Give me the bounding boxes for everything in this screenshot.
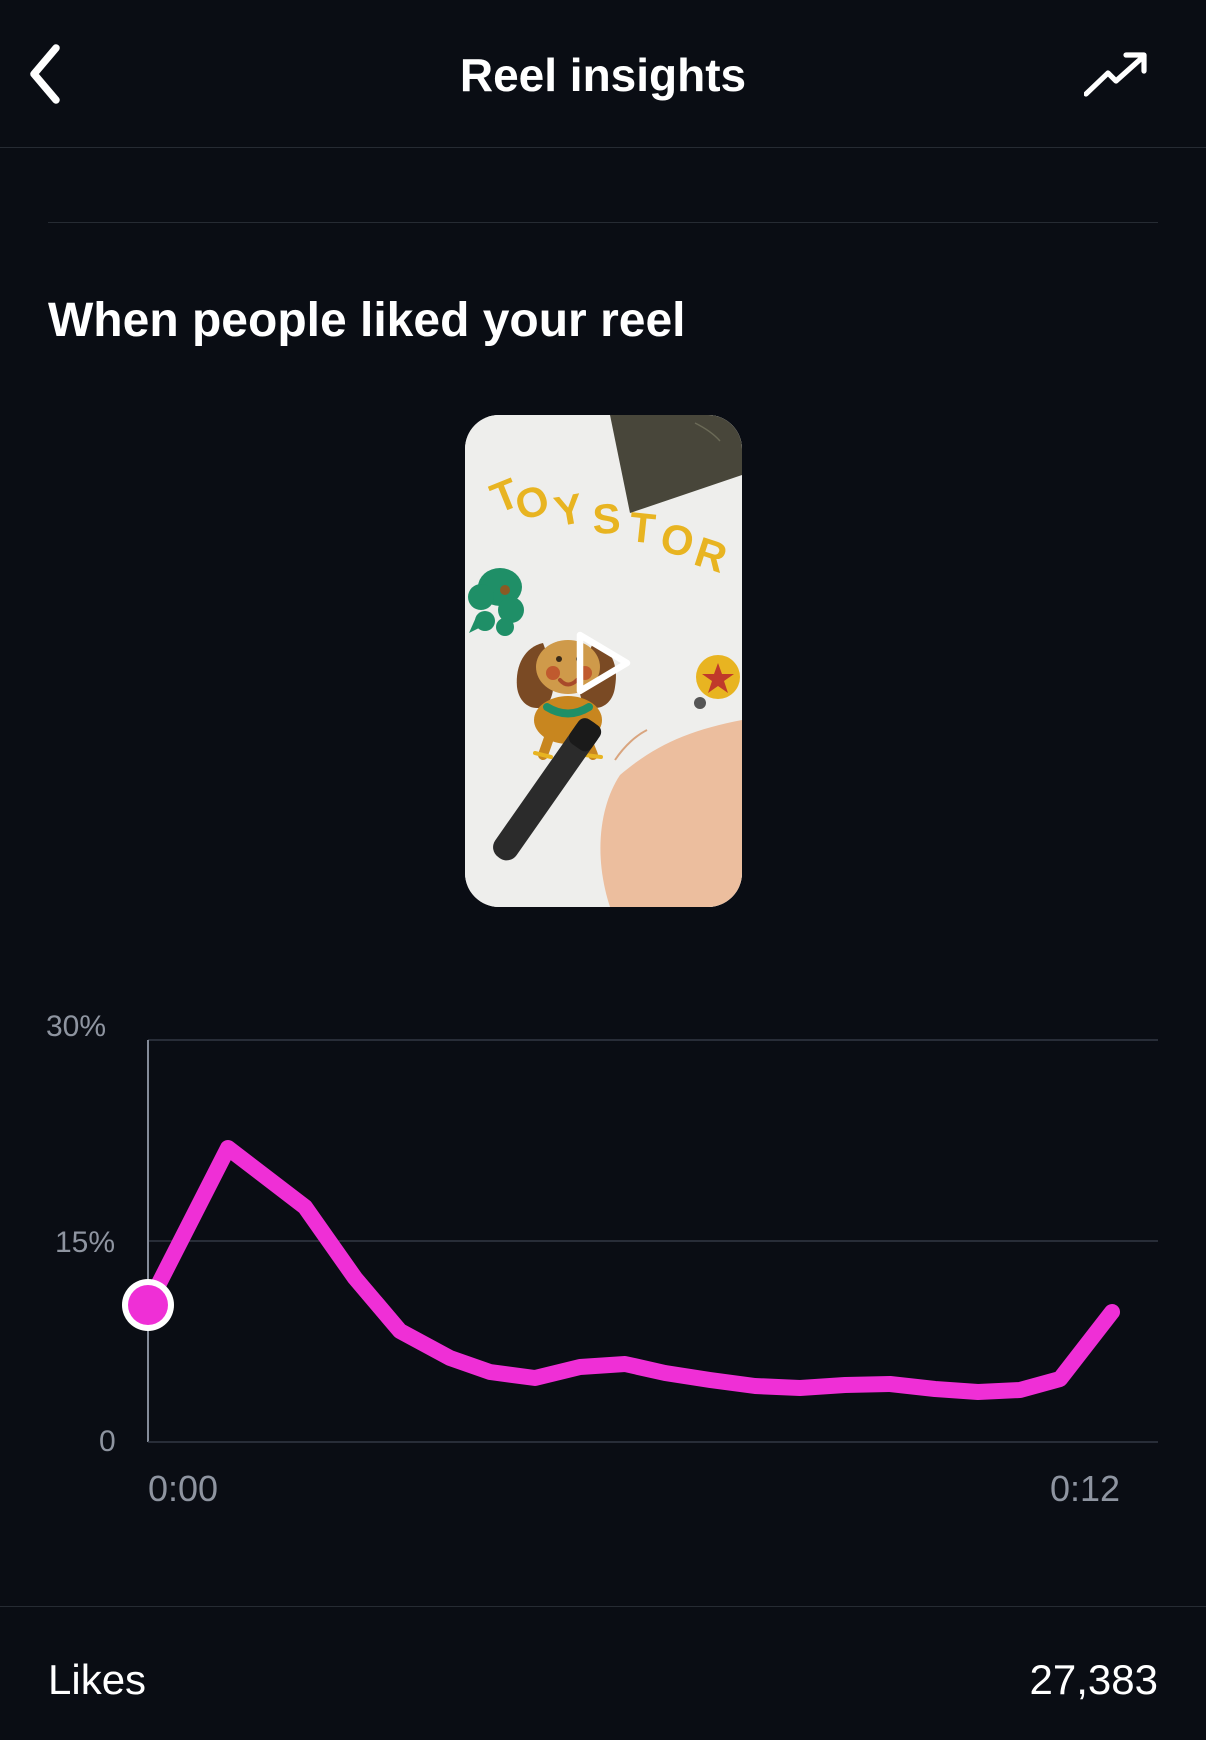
svg-text:S: S	[592, 495, 622, 543]
